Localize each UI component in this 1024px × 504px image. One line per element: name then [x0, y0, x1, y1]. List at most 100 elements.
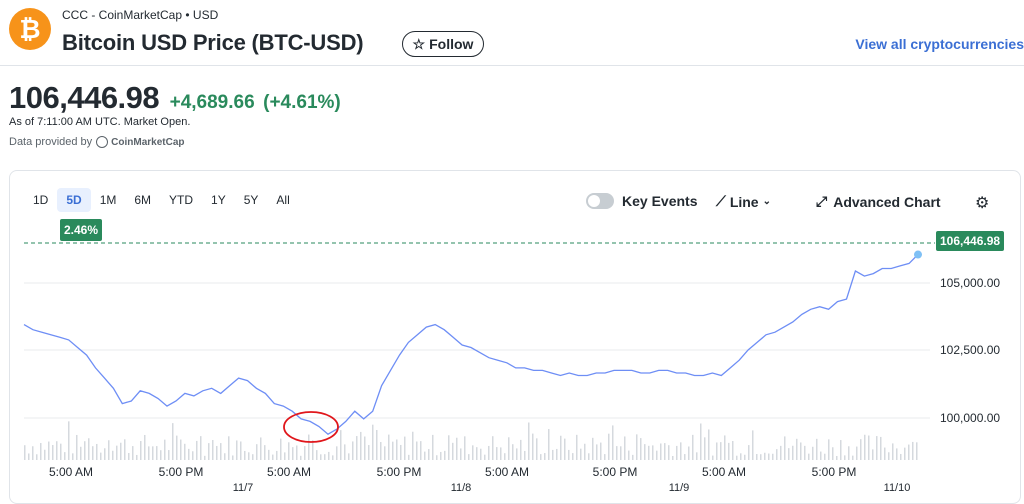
volume-bar — [540, 454, 542, 460]
tab-all[interactable]: All — [276, 193, 290, 207]
advanced-chart-button[interactable]: ⤢ Advanced Chart — [816, 193, 941, 210]
tab-6m[interactable]: 6M — [134, 193, 152, 207]
volume-bar — [320, 454, 322, 460]
volume-bar — [616, 446, 618, 460]
volume-bar — [472, 445, 474, 460]
volume-bar — [816, 438, 818, 460]
volume-bar — [712, 455, 714, 460]
volume-bar — [844, 455, 846, 460]
x-tick-label: 5:00 PM — [592, 465, 638, 479]
volume-bar — [296, 445, 298, 460]
volume-bar — [636, 434, 638, 460]
volume-bar — [196, 440, 198, 460]
volume-bar — [400, 444, 402, 460]
volume-bar — [768, 453, 770, 460]
volume-bar — [308, 434, 310, 460]
data-provider: Data provided by CoinMarketCap — [9, 136, 185, 148]
volume-bar — [444, 450, 446, 460]
volume-bar — [268, 449, 270, 460]
volume-bar — [668, 445, 670, 460]
volume-bar — [704, 437, 706, 460]
volume-bar — [508, 437, 510, 460]
volume-bar — [796, 438, 798, 460]
key-events-label: Key Events — [622, 193, 698, 209]
volume-bar — [916, 442, 918, 460]
volume-bar — [384, 446, 386, 460]
line-chart-icon: ⟋ — [716, 193, 726, 209]
volume-bar — [720, 442, 722, 460]
x-tick-label: 5:00 PM — [376, 465, 422, 479]
volume-bar — [576, 434, 578, 460]
volume-bar — [356, 436, 358, 460]
volume-bar — [252, 454, 254, 460]
volume-bar — [76, 434, 78, 460]
volume-bar — [440, 451, 442, 460]
volume-bar — [176, 435, 178, 460]
x-date-label: 11/8 — [450, 482, 472, 494]
volume-bar — [448, 435, 450, 460]
tab-1y[interactable]: 1Y — [211, 193, 226, 207]
volume-bar — [468, 454, 470, 460]
volume-bar — [380, 442, 382, 460]
follow-label: Follow — [429, 36, 474, 52]
gear-icon[interactable]: ⚙ — [975, 195, 990, 212]
y-tick-label: 102,500.00 — [940, 343, 1001, 357]
volume-bar — [152, 446, 154, 460]
toggle-switch[interactable] — [586, 193, 614, 209]
volume-bar — [420, 441, 422, 460]
volume-bar — [896, 448, 898, 460]
volume-bar — [832, 447, 834, 460]
tab-1m[interactable]: 1M — [99, 193, 117, 207]
volume-bar — [436, 455, 438, 460]
volume-bar — [656, 450, 658, 460]
volume-bar — [856, 446, 858, 460]
volume-bar — [352, 441, 354, 460]
volume-bar — [608, 433, 610, 460]
volume-bar — [744, 454, 746, 460]
volume-bar — [860, 439, 862, 460]
volume-bar — [240, 441, 242, 460]
volume-bar — [88, 438, 90, 460]
volume-bar — [904, 447, 906, 460]
volume-bar — [888, 452, 890, 460]
volume-bar — [144, 434, 146, 460]
volume-bar — [432, 434, 434, 460]
volume-bar — [388, 434, 390, 460]
volume-bar — [288, 442, 290, 460]
volume-bar — [96, 443, 98, 460]
volume-bar — [324, 454, 326, 460]
volume-bar — [544, 453, 546, 460]
tab-ytd[interactable]: YTD — [169, 193, 194, 207]
volume-bar — [404, 436, 406, 460]
volume-bar — [244, 450, 246, 460]
volume-bar — [820, 451, 822, 460]
volume-bar — [780, 445, 782, 460]
volume-bar — [224, 453, 226, 460]
chart-type-select[interactable]: ⟋ Line ⌄ — [716, 193, 771, 210]
volume-bar — [248, 452, 250, 460]
volume-bar — [852, 455, 854, 460]
tab-1d[interactable]: 1D — [33, 193, 49, 207]
volume-bar — [292, 447, 294, 460]
volume-bar — [332, 455, 334, 460]
volume-bar — [116, 445, 118, 460]
follow-button[interactable]: ☆ Follow — [402, 31, 484, 57]
key-events-toggle[interactable]: Key Events — [586, 193, 697, 209]
volume-bar — [132, 446, 134, 460]
x-tick-label: 5:00 AM — [266, 465, 312, 479]
volume-bar — [708, 429, 710, 460]
volume-bar — [364, 436, 366, 460]
tab-5y[interactable]: 5Y — [243, 193, 259, 207]
volume-bar — [312, 440, 314, 460]
volume-bar — [584, 443, 586, 460]
volume-bar — [580, 448, 582, 460]
volume-bar — [372, 424, 374, 460]
view-all-cryptocurrencies-link[interactable]: View all cryptocurrencies — [855, 36, 1024, 52]
volume-bar — [264, 445, 266, 460]
tab-5d[interactable]: 5D — [57, 188, 91, 212]
volume-bar — [32, 446, 34, 460]
volume-bar — [48, 441, 50, 460]
volume-bar — [604, 454, 606, 460]
quote-header: ₿ CCC - CoinMarketCap • USD Bitcoin USD … — [0, 0, 1024, 66]
